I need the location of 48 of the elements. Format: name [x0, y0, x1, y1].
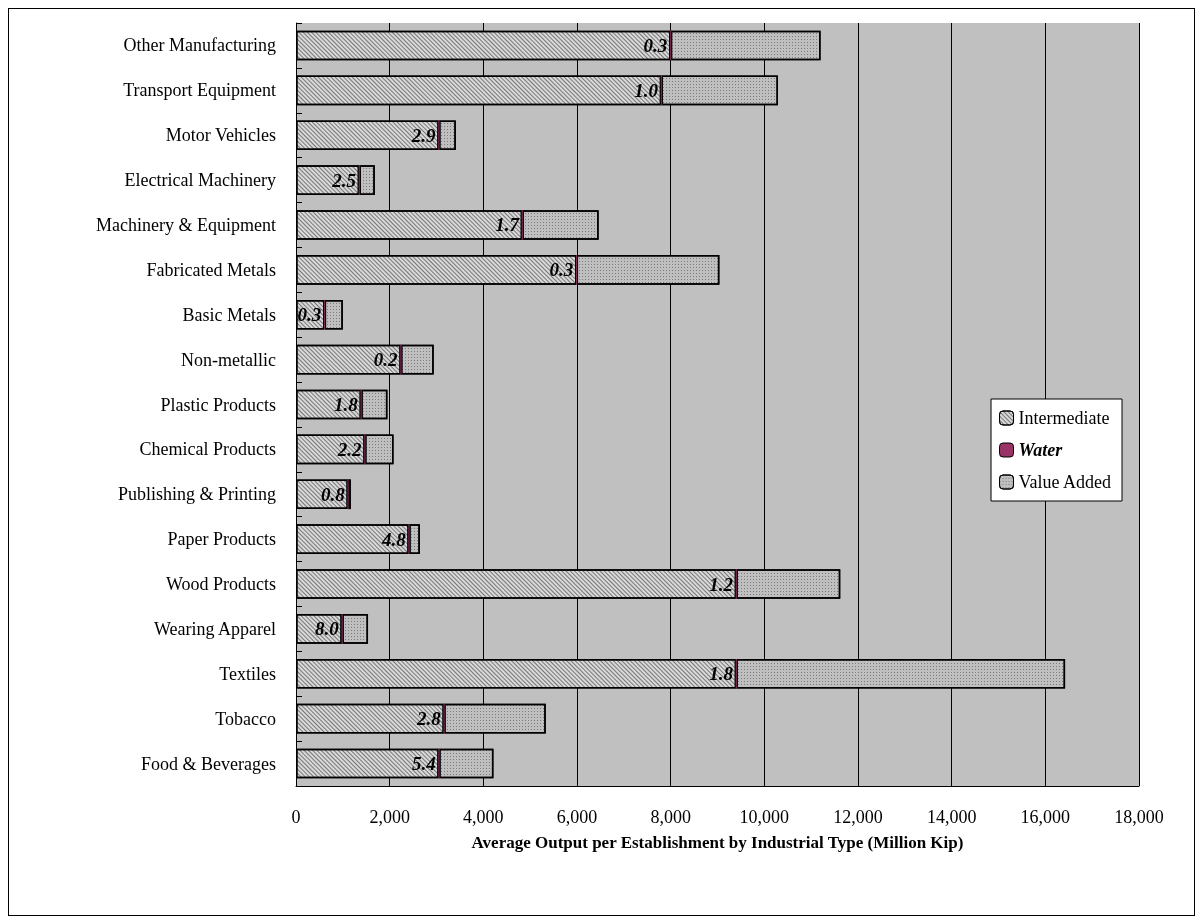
y-tick-label: Food & Beverages — [141, 753, 276, 774]
data-label: 2.2 — [336, 438, 363, 460]
data-label: 2.9 — [410, 124, 437, 146]
data-label: 1.8 — [334, 394, 359, 415]
data-label: 2.8 — [416, 708, 442, 730]
data-label: 0.2 — [373, 349, 399, 371]
x-tick-label: 6,000 — [556, 807, 598, 827]
y-tick-label: Transport Equipment — [123, 80, 276, 101]
y-tick-label: Tobacco — [215, 708, 276, 729]
x-tick-label: 2,000 — [369, 807, 410, 827]
y-tick-label: Non-metallic — [181, 349, 277, 370]
legend-label: Value Added — [1018, 472, 1112, 492]
y-tick-label: Other Manufacturing — [123, 35, 276, 56]
y-tick-label: Electrical Machinery — [124, 170, 276, 191]
data-label: 1.7 — [495, 214, 521, 236]
y-tick-label: Paper Products — [167, 529, 276, 550]
x-tick-label: 16,000 — [1020, 807, 1071, 827]
y-tick-label: Fabricated Metals — [146, 259, 276, 280]
x-tick-label: 8,000 — [650, 807, 691, 827]
legend-label: Intermediate — [1018, 408, 1110, 428]
x-axis-title: Average Output per Establishment by Industrial Type (Million Kip) — [471, 833, 964, 852]
y-tick-label: Wearing Apparel — [153, 618, 276, 639]
data-label: 8.0 — [315, 618, 340, 640]
x-tick-label: 4,000 — [463, 807, 504, 827]
y-tick-label: Chemical Products — [139, 439, 276, 460]
data-label: 0.3 — [297, 304, 322, 326]
y-tick-label: Publishing & Printing — [117, 484, 276, 505]
data-label: 0.8 — [320, 483, 346, 505]
data-label: 0.3 — [549, 259, 574, 281]
data-label: 4.8 — [380, 528, 407, 550]
legend-label: Water — [1018, 440, 1064, 460]
y-tick-label: Plastic Products — [160, 394, 276, 415]
data-label: 5.4 — [411, 753, 436, 775]
x-tick-label: 14,000 — [926, 807, 977, 827]
data-label: 1.8 — [709, 663, 734, 685]
x-tick-label: 12,000 — [833, 807, 883, 827]
y-tick-label: Machinery & Equipment — [96, 214, 276, 235]
data-label: 0.3 — [643, 34, 668, 56]
data-label: 1.2 — [709, 573, 734, 595]
x-tick-label: 18,000 — [1114, 807, 1164, 827]
data-label: 1.0 — [634, 79, 659, 101]
x-tick-label: 10,000 — [739, 807, 790, 827]
y-tick-label: Basic Metals — [182, 304, 276, 325]
x-tick-label: 0 — [291, 807, 301, 827]
y-tick-label: Motor Vehicles — [165, 125, 276, 146]
data-label: 2.5 — [331, 169, 357, 191]
y-tick-label: Textiles — [219, 663, 276, 684]
y-tick-label: Wood Products — [165, 574, 276, 595]
